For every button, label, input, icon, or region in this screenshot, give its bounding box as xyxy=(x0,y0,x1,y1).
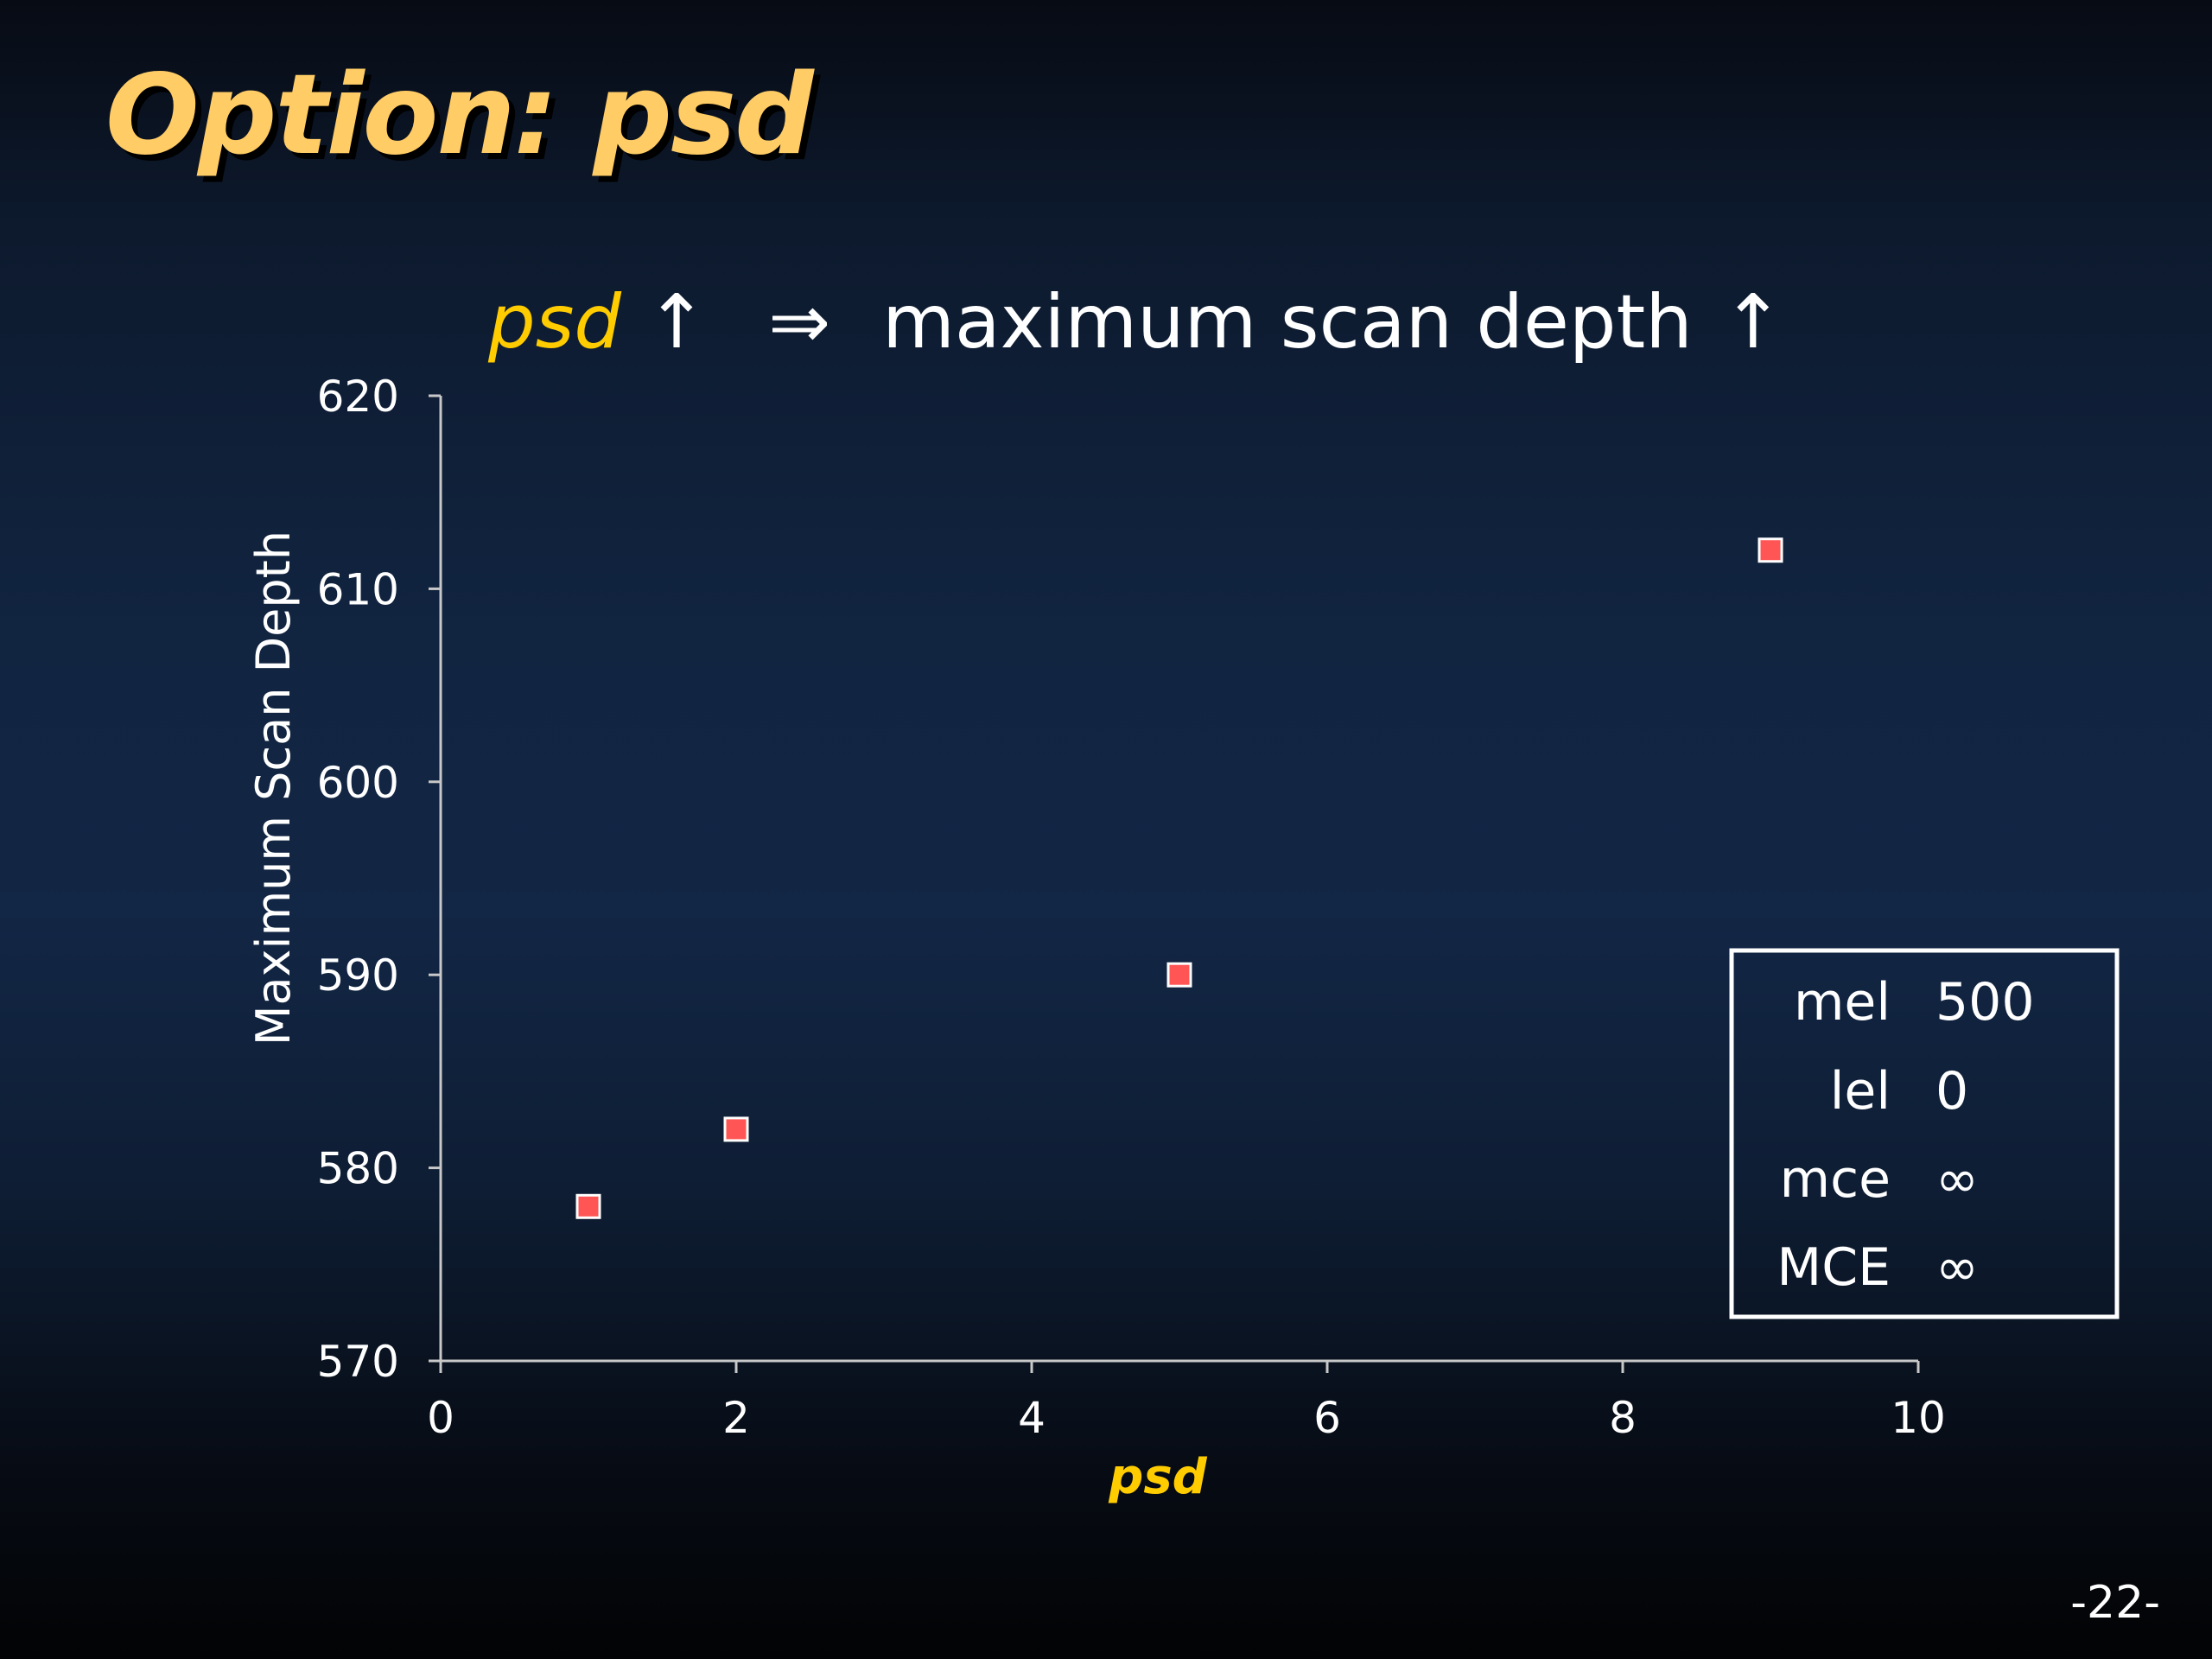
up-arrow-icon: ↑ xyxy=(1721,279,1784,365)
parameter-name: mce xyxy=(1780,1149,1891,1210)
parameter-name: lel xyxy=(1830,1061,1891,1122)
slide-subtitle: psd ↑ ⇒ maximum scan depth ↑ xyxy=(488,285,1784,359)
y-tick-label: 620 xyxy=(317,372,399,422)
up-arrow-icon: ↑ xyxy=(645,279,709,365)
parameter-name: MCE xyxy=(1777,1237,1891,1298)
data-point xyxy=(1758,537,1783,563)
parameter-value: 0 xyxy=(1936,1061,1968,1122)
page-number: -22- xyxy=(2070,1577,2160,1629)
x-axis-label: psd xyxy=(1108,1449,1207,1505)
y-tick-label: 590 xyxy=(317,950,399,1001)
x-tick-label: 4 xyxy=(1018,1393,1046,1443)
x-tick-label: 10 xyxy=(1891,1393,1946,1443)
y-tick-label: 570 xyxy=(317,1337,399,1387)
chart-axes xyxy=(439,396,1918,1363)
parameter-value: ∞ xyxy=(1936,1237,1979,1298)
parameter-value: 500 xyxy=(1936,972,2035,1033)
parameter-name: mel xyxy=(1794,972,1891,1033)
subtitle-result: maximum scan depth xyxy=(882,279,1693,365)
parameter-legend-box: mel 500 lel 0 mce ∞ MCE ∞ xyxy=(1729,948,2120,1319)
data-point xyxy=(723,1116,749,1142)
data-point xyxy=(1166,962,1192,988)
x-tick-label: 0 xyxy=(427,1393,454,1443)
y-axis-label: Maximum Scan Depth xyxy=(246,531,301,1046)
data-point xyxy=(575,1193,601,1219)
x-tick-label: 6 xyxy=(1313,1393,1341,1443)
chart-points xyxy=(575,537,1783,1219)
y-tick-label: 600 xyxy=(317,758,399,808)
subtitle-variable: psd xyxy=(488,279,621,365)
chart-ticks: 570 580 590 600 610 620 0 2 4 6 8 10 xyxy=(317,372,1946,1443)
implies-arrow-icon: ⇒ xyxy=(768,279,831,365)
x-tick-label: 2 xyxy=(722,1393,750,1443)
slide-title: Option: psd xyxy=(105,51,814,180)
y-tick-label: 610 xyxy=(317,564,399,614)
x-tick-label: 8 xyxy=(1609,1393,1637,1443)
parameter-value: ∞ xyxy=(1936,1149,1979,1210)
y-tick-label: 580 xyxy=(317,1144,399,1194)
